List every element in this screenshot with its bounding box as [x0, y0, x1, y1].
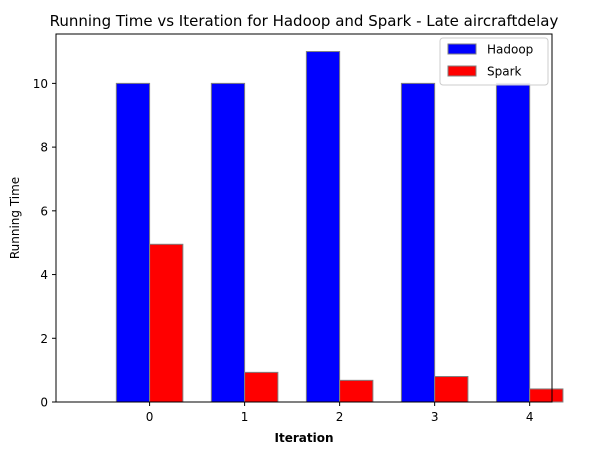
x-tick-label: 3 [431, 410, 439, 424]
chart-title: Running Time vs Iteration for Hadoop and… [50, 12, 559, 30]
bar-spark-2 [339, 379, 374, 403]
y-tick-label: 10 [33, 77, 48, 91]
bar-hadoop-4 [495, 82, 531, 403]
legend-swatch-hadoop [447, 43, 477, 55]
y-axis: 0 2 4 6 8 10 [33, 77, 56, 410]
legend-label-spark: Spark [487, 65, 522, 79]
y-axis-label: Running Time [8, 177, 22, 259]
legend-swatch-spark [447, 65, 477, 77]
y-tick-label: 6 [40, 204, 48, 218]
x-axis-label: Iteration [275, 431, 334, 445]
y-tick-label: 4 [40, 268, 48, 282]
legend-label-hadoop: Hadoop [487, 43, 533, 57]
bar-hadoop-3 [400, 82, 436, 403]
bars-group [115, 51, 564, 403]
bar-spark-3 [434, 376, 469, 403]
bar-spark-0 [149, 243, 184, 403]
bar-hadoop-1 [210, 82, 246, 403]
y-tick-label: 0 [40, 396, 48, 410]
y-tick-label: 8 [40, 141, 48, 155]
x-tick-label: 2 [336, 410, 344, 424]
x-tick-label: 0 [146, 410, 154, 424]
y-tick-label: 2 [40, 332, 48, 346]
x-tick-label: 4 [526, 410, 534, 424]
bar-hadoop-2 [305, 51, 341, 403]
plot-frame [55, 33, 553, 403]
legend: Hadoop Spark [439, 37, 549, 86]
x-tick-label: 1 [241, 410, 249, 424]
bar-spark-1 [244, 371, 279, 403]
bar-hadoop-0 [115, 82, 151, 403]
x-axis: 0 1 2 3 4 [146, 402, 534, 424]
bar-spark-4 [529, 388, 564, 403]
